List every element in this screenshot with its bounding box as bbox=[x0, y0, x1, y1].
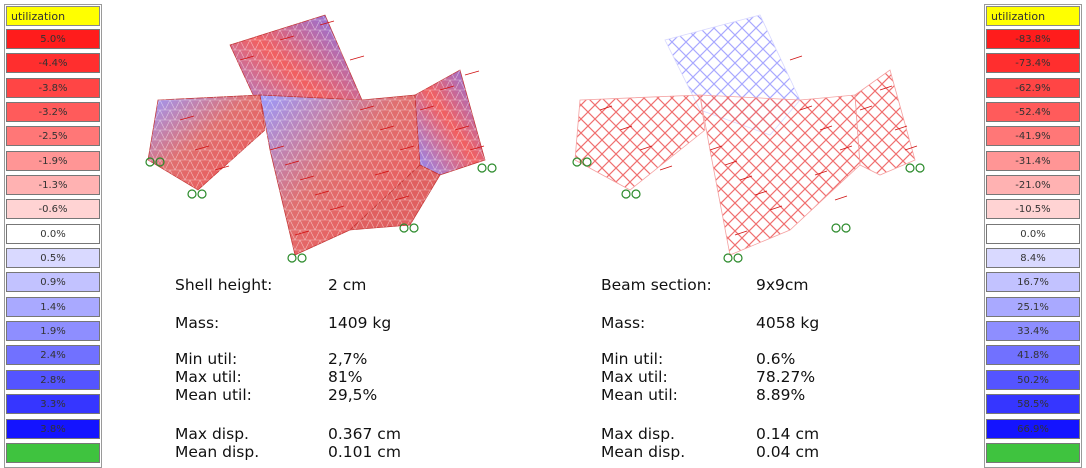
legend-cell: 1.9% bbox=[6, 321, 100, 342]
legend-cell: -1.9% bbox=[6, 150, 100, 171]
beam-section-label: Beam section: bbox=[601, 276, 712, 294]
legend-cell: 33.4% bbox=[986, 321, 1080, 342]
mean-util-label: Mean util: bbox=[601, 386, 678, 404]
legend-cell: -1.3% bbox=[6, 175, 100, 196]
shell-stats: Shell height: 2 cm Mass: 1409 kg Min uti… bbox=[175, 276, 435, 466]
min-util-value: 2,7% bbox=[328, 350, 368, 368]
support-nodes bbox=[572, 157, 925, 263]
max-disp-value: 0.14 cm bbox=[756, 425, 820, 443]
legend-cell: 0.0% bbox=[6, 223, 100, 244]
mean-util-value: 8.89% bbox=[756, 386, 806, 404]
shell-height-label: Shell height: bbox=[175, 276, 273, 294]
legend-cell: -3.8% bbox=[6, 77, 100, 98]
shell-surface bbox=[147, 14, 486, 256]
legend-cell: 58.5% bbox=[986, 394, 1080, 415]
legend-cell: 1.4% bbox=[6, 296, 100, 317]
legend-cell-out-of-range bbox=[6, 442, 100, 463]
beam-stats: Beam section: 9x9cm Mass: 4058 kg Min ut… bbox=[601, 276, 861, 466]
legend-cell: 5.0% bbox=[6, 29, 100, 49]
min-util-label: Min util: bbox=[601, 350, 664, 368]
legend-title: utilization bbox=[986, 6, 1080, 26]
legend-cell: 25.1% bbox=[986, 296, 1080, 317]
mean-disp-value: 0.04 cm bbox=[756, 443, 820, 461]
beam-section-value: 9x9cm bbox=[756, 276, 809, 294]
load-arrows bbox=[599, 55, 918, 236]
legend-cell: -83.8% bbox=[986, 29, 1080, 49]
legend-cell: 8.4% bbox=[986, 248, 1080, 269]
utilization-legend-gridshell: utilization -83.8% -73.4% -62.9% -52.4% -41.… bbox=[984, 4, 1082, 468]
legend-cell: 0.0% bbox=[986, 223, 1080, 244]
mean-disp-label: Mean disp. bbox=[601, 443, 686, 461]
support-nodes bbox=[145, 157, 497, 263]
legend-cell: -62.9% bbox=[986, 77, 1080, 98]
legend-cells: -83.8% -73.4% -62.9% -52.4% -41.9% -31.4% -21.… bbox=[985, 29, 1081, 463]
mean-util-label: Mean util: bbox=[175, 386, 252, 404]
mass-value: 1409 kg bbox=[328, 314, 392, 332]
legend-cell: -10.5% bbox=[986, 199, 1080, 220]
legend-cell: 0.5% bbox=[6, 248, 100, 269]
mass-label: Mass: bbox=[601, 314, 646, 332]
mean-disp-label: Mean disp. bbox=[175, 443, 260, 461]
legend-cell: -31.4% bbox=[986, 150, 1080, 171]
legend-cell: 0.9% bbox=[6, 272, 100, 293]
min-util-label: Min util: bbox=[175, 350, 238, 368]
shell-height-value: 2 cm bbox=[328, 276, 367, 294]
max-disp-label: Max disp. bbox=[175, 425, 249, 443]
legend-title: utilization bbox=[6, 6, 100, 26]
legend-cell: 16.7% bbox=[986, 272, 1080, 293]
legend-cell: 41.8% bbox=[986, 345, 1080, 366]
max-disp-label: Max disp. bbox=[601, 425, 675, 443]
min-util-value: 0.6% bbox=[756, 350, 796, 368]
mass-label: Mass: bbox=[175, 314, 220, 332]
legend-cell: -52.4% bbox=[986, 102, 1080, 123]
utilization-legend-shell: utilization 5.0% -4.4% -3.8% -3.2% -2.5% -1.9… bbox=[4, 4, 102, 468]
shell-model-figure bbox=[145, 14, 497, 263]
max-util-label: Max util: bbox=[175, 368, 242, 386]
gridshell-model-figure bbox=[572, 14, 925, 263]
legend-cell: -3.2% bbox=[6, 102, 100, 123]
legend-cell-out-of-range bbox=[986, 442, 1080, 463]
mean-disp-value: 0.101 cm bbox=[328, 443, 401, 461]
legend-cell: 3.8% bbox=[6, 418, 100, 439]
legend-cells: 5.0% -4.4% -3.8% -3.2% -2.5% -1.9% -1.3% -0.6% 0… bbox=[5, 29, 101, 463]
legend-cell: 3.3% bbox=[6, 394, 100, 415]
legend-cell: -4.4% bbox=[6, 53, 100, 74]
mean-util-value: 29,5% bbox=[328, 386, 378, 404]
max-disp-value: 0.367 cm bbox=[328, 425, 401, 443]
legend-cell: 50.2% bbox=[986, 369, 1080, 390]
max-util-value: 81% bbox=[328, 368, 363, 386]
legend-cell: -21.0% bbox=[986, 175, 1080, 196]
max-util-value: 78.27% bbox=[756, 368, 816, 386]
gridshell-members bbox=[574, 14, 916, 256]
legend-cell: 66.9% bbox=[986, 418, 1080, 439]
legend-cell: -0.6% bbox=[6, 199, 100, 220]
legend-cell: -41.9% bbox=[986, 126, 1080, 147]
max-util-label: Max util: bbox=[601, 368, 668, 386]
legend-cell: -2.5% bbox=[6, 126, 100, 147]
legend-cell: -73.4% bbox=[986, 53, 1080, 74]
legend-cell: 2.4% bbox=[6, 345, 100, 366]
load-arrows bbox=[179, 20, 485, 236]
legend-cell: 2.8% bbox=[6, 369, 100, 390]
mass-value: 4058 kg bbox=[756, 314, 820, 332]
